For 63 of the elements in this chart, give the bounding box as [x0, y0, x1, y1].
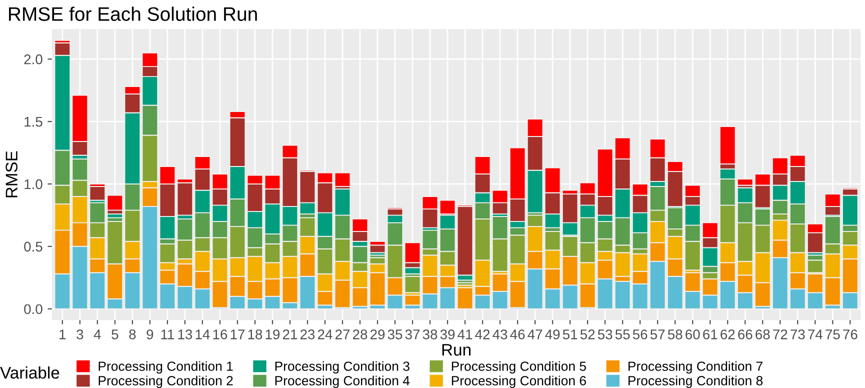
- y-tick-label: 1.0: [24, 179, 42, 190]
- x-tick-label: 28: [352, 329, 368, 340]
- x-tick-label: 19: [266, 329, 280, 340]
- y-tick-label: 1.5: [24, 117, 42, 127]
- x-tick-label: 73: [790, 329, 805, 340]
- x-tick-label: 37: [405, 329, 420, 340]
- x-tick-label: 53: [598, 329, 612, 340]
- x-tick-label: 3: [76, 329, 84, 340]
- x-tick-label: 60: [686, 329, 700, 340]
- legend-label: Processing Condition 4: [275, 376, 410, 388]
- legend-label: Processing Condition 5: [452, 361, 586, 374]
- x-tick-label: 1: [60, 330, 66, 340]
- x-tick-label: 76: [843, 329, 858, 340]
- x-tick-label: 11: [161, 330, 174, 340]
- x-tick-label: 23: [300, 329, 315, 340]
- legend-label: Processing Condition 7: [628, 361, 762, 374]
- x-tick-label: 29: [370, 329, 385, 340]
- x-tick-label: 39: [440, 329, 455, 340]
- legend-label: Processing Condition 2: [98, 376, 233, 388]
- x-tick-label: 47: [528, 330, 542, 340]
- x-tick-label: 16: [213, 329, 228, 340]
- x-tick-label: 57: [650, 330, 665, 340]
- x-tick-label: 5: [112, 330, 118, 340]
- x-tick-label: 38: [422, 329, 438, 340]
- x-tick-label: 27: [335, 329, 350, 340]
- x-tick-label: 46: [510, 329, 525, 340]
- x-tick-label: 42: [475, 329, 490, 340]
- x-tick-label: 18: [248, 329, 262, 340]
- x-tick-label: 43: [492, 329, 508, 340]
- x-tick-label: 61: [703, 329, 718, 340]
- x-tick-label: 72: [773, 329, 788, 340]
- x-tick-label: 68: [756, 329, 770, 340]
- x-tick-label: 58: [668, 329, 682, 340]
- legend-label: Processing Condition 3: [275, 361, 410, 374]
- x-tick-label: 55: [615, 330, 630, 340]
- x-tick-label: 75: [826, 330, 840, 340]
- legend-label: Processing Condition 1: [98, 361, 233, 374]
- x-tick-label: 51: [562, 330, 578, 340]
- x-tick-label: 52: [580, 329, 595, 340]
- x-tick-label: 17: [230, 330, 244, 340]
- y-axis-title: RMSE: [6, 151, 18, 198]
- x-tick-label: 49: [545, 329, 560, 340]
- x-tick-label: 74: [808, 330, 822, 340]
- y-tick-label: 0.5: [24, 242, 42, 252]
- x-tick-label: 13: [178, 329, 192, 340]
- legend-label: Processing Condition 8: [628, 376, 763, 388]
- x-tick-label: 14: [196, 330, 210, 340]
- legend-label: Processing Condition 6: [452, 376, 586, 388]
- x-tick-label: 41: [458, 330, 472, 340]
- x-tick-label: 56: [632, 329, 648, 340]
- x-tick-label: 24: [318, 329, 332, 340]
- x-axis-title: Run: [442, 344, 470, 356]
- x-tick-label: 21: [282, 329, 298, 340]
- chart-title: RMSE for Each Solution Run: [9, 6, 257, 21]
- legend-title: Variable: [0, 366, 60, 379]
- y-tick-label: 0.0: [24, 304, 42, 314]
- x-tick-label: 66: [738, 329, 752, 340]
- y-tick-label: 2.0: [24, 54, 42, 64]
- x-tick-label: 9: [146, 329, 154, 340]
- x-tick-label: 62: [720, 329, 735, 340]
- x-tick-label: 4: [94, 330, 101, 340]
- x-tick-label: 35: [388, 329, 402, 340]
- x-tick-label: 8: [129, 329, 136, 340]
